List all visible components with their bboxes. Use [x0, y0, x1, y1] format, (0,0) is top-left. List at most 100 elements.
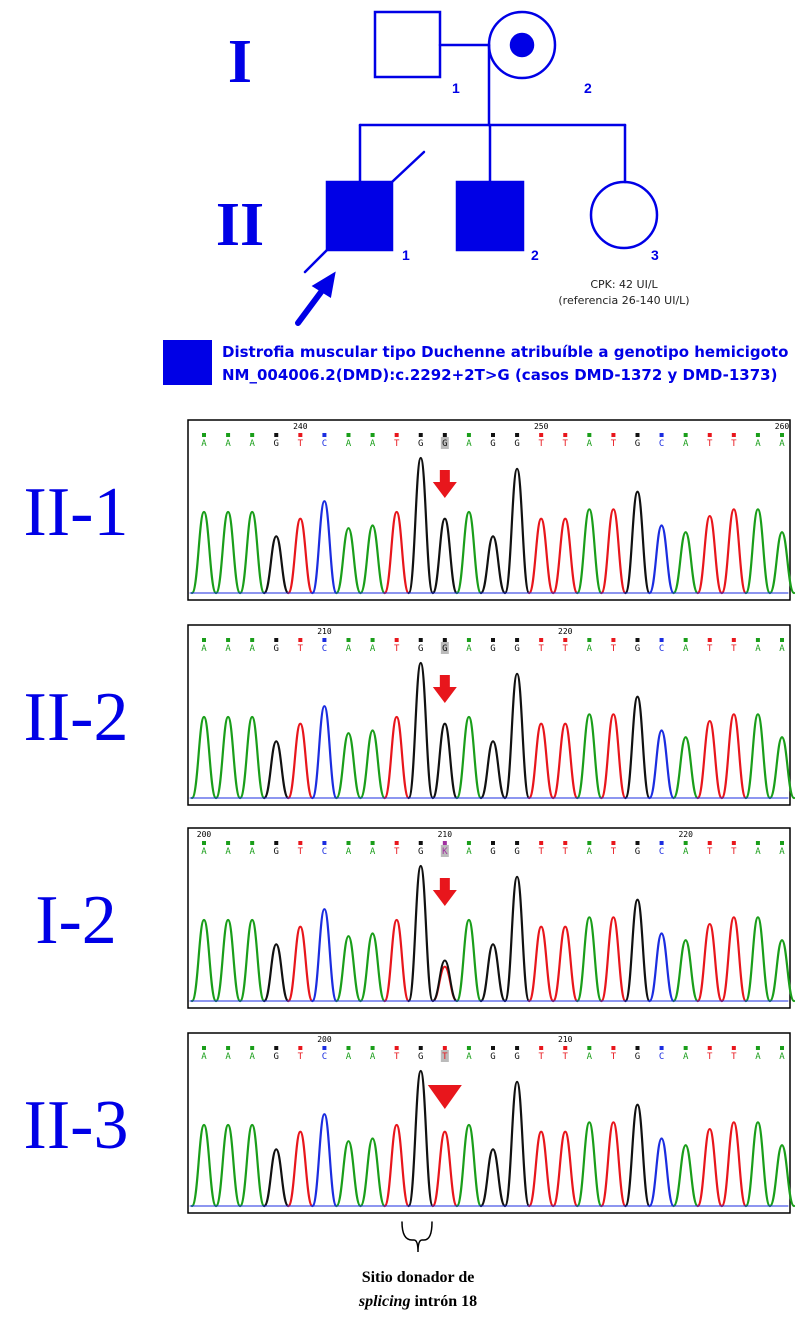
- cpk-note: (referencia 26-140 UI/L): [558, 294, 689, 307]
- quality-box: [660, 1046, 664, 1050]
- quality-box: [587, 1046, 591, 1050]
- base-call: G: [418, 847, 423, 857]
- base-call: T: [298, 644, 304, 654]
- quality-box: [660, 841, 664, 845]
- page: I II 1 2 1 2 3 CPK: 42 UI/L (referencia …: [0, 0, 797, 1342]
- base-call: A: [466, 439, 472, 449]
- base-call: A: [346, 847, 352, 857]
- quality-box: [684, 1046, 688, 1050]
- base-call: A: [225, 1052, 231, 1062]
- base-call: T: [538, 847, 544, 857]
- sample-label: II-3: [24, 1087, 129, 1164]
- base-call: G: [514, 644, 519, 654]
- base-call: T: [611, 1052, 617, 1062]
- quality-box: [732, 433, 736, 437]
- position-label: 250: [534, 422, 549, 431]
- quality-box: [515, 638, 519, 642]
- quality-box: [467, 841, 471, 845]
- quality-box: [347, 841, 351, 845]
- base-call: T: [731, 1052, 737, 1062]
- base-call: G: [635, 847, 640, 857]
- quality-box: [491, 1046, 495, 1050]
- quality-box: [371, 1046, 375, 1050]
- caption-italic: splicing: [358, 1293, 411, 1310]
- male-affected: [327, 182, 392, 250]
- base-call: T: [611, 644, 617, 654]
- quality-box: [322, 638, 326, 642]
- caption: Sitio donador de: [362, 1269, 475, 1286]
- quality-box: [660, 638, 664, 642]
- base-call: T: [394, 847, 400, 857]
- base-call: A: [370, 847, 376, 857]
- quality-box: [226, 638, 230, 642]
- base-call: G: [418, 1052, 423, 1062]
- base-call: T: [563, 439, 569, 449]
- quality-box: [491, 638, 495, 642]
- base-call: G: [274, 847, 279, 857]
- base-call: T: [731, 847, 737, 857]
- individual-number: 1: [452, 80, 460, 96]
- quality-box: [467, 433, 471, 437]
- base-call: T: [538, 439, 544, 449]
- quality-box: [636, 433, 640, 437]
- base-call: A: [779, 644, 785, 654]
- generation-label: I: [228, 28, 252, 96]
- base-call: A: [779, 439, 785, 449]
- base-call: A: [466, 644, 472, 654]
- legend-swatch: [163, 340, 212, 385]
- quality-box: [587, 841, 591, 845]
- base-call: A: [201, 439, 207, 449]
- sample-label: II-2: [24, 679, 129, 756]
- base-call: A: [201, 1052, 207, 1062]
- base-call: G: [442, 644, 447, 654]
- position-label: 210: [438, 830, 453, 839]
- quality-box: [250, 638, 254, 642]
- quality-box: [491, 433, 495, 437]
- quality-box: [274, 433, 278, 437]
- base-call: A: [779, 847, 785, 857]
- male-affected: [457, 182, 523, 250]
- quality-box: [587, 638, 591, 642]
- base-call: A: [370, 644, 376, 654]
- base-call: K: [442, 847, 448, 857]
- base-call: A: [755, 847, 761, 857]
- base-call: C: [659, 847, 664, 857]
- quality-box: [684, 638, 688, 642]
- quality-box: [347, 1046, 351, 1050]
- quality-box: [780, 841, 784, 845]
- base-call: T: [442, 1052, 448, 1062]
- quality-box: [636, 841, 640, 845]
- base-call: A: [466, 1052, 472, 1062]
- quality-box: [756, 841, 760, 845]
- quality-box: [611, 638, 615, 642]
- quality-box: [274, 638, 278, 642]
- male-unaffected: [375, 12, 440, 77]
- quality-box: [515, 841, 519, 845]
- quality-box: [202, 1046, 206, 1050]
- quality-box: [419, 638, 423, 642]
- base-call: A: [587, 644, 593, 654]
- base-call: A: [225, 847, 231, 857]
- quality-box: [539, 433, 543, 437]
- individual-number: 3: [651, 247, 659, 263]
- base-call: G: [490, 847, 495, 857]
- quality-box: [515, 433, 519, 437]
- base-call: C: [659, 644, 664, 654]
- base-call: T: [298, 1052, 304, 1062]
- quality-box: [756, 638, 760, 642]
- base-call: A: [587, 439, 593, 449]
- chromatograms: II-1240250260AAAGTCAATGGAGGTTATGCATTAAII…: [24, 420, 794, 1213]
- quality-box: [322, 433, 326, 437]
- caption: splicing intrón 18: [358, 1293, 477, 1310]
- brace: [402, 1222, 432, 1252]
- quality-box: [611, 841, 615, 845]
- position-label: 200: [317, 1035, 332, 1044]
- base-call: A: [346, 644, 352, 654]
- base-call: T: [563, 1052, 569, 1062]
- quality-box: [395, 1046, 399, 1050]
- quality-box: [563, 638, 567, 642]
- quality-box: [250, 433, 254, 437]
- base-call: T: [563, 847, 569, 857]
- base-call: A: [755, 439, 761, 449]
- quality-box: [756, 433, 760, 437]
